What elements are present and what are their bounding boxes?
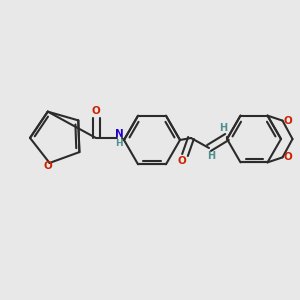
Text: O: O bbox=[178, 156, 186, 166]
Text: N: N bbox=[115, 129, 123, 139]
Text: O: O bbox=[43, 161, 52, 171]
Text: H: H bbox=[115, 139, 123, 148]
Text: O: O bbox=[283, 152, 292, 162]
Text: O: O bbox=[92, 106, 100, 116]
Text: H: H bbox=[207, 151, 215, 161]
Text: O: O bbox=[283, 116, 292, 126]
Text: H: H bbox=[219, 123, 227, 133]
